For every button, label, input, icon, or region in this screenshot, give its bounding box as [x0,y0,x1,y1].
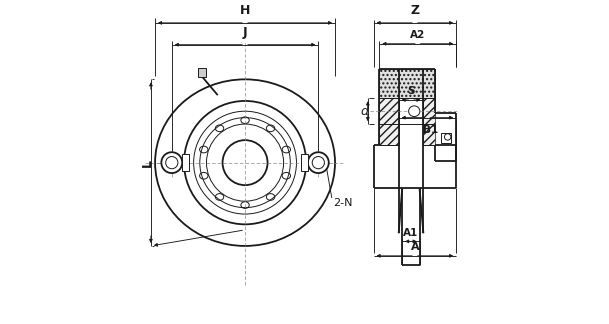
Text: Z: Z [410,4,420,17]
Ellipse shape [161,152,182,173]
Text: 2-N: 2-N [333,198,353,208]
Bar [301,154,308,171]
Text: H: H [240,4,250,17]
Text: S: S [407,86,415,96]
Text: A: A [410,242,419,252]
Ellipse shape [308,152,329,173]
Bar [442,133,451,143]
Text: d: d [360,105,368,118]
Text: L: L [141,159,153,167]
Text: A2: A2 [410,30,426,40]
Bar [379,69,435,98]
Ellipse shape [409,106,420,117]
Bar [423,98,435,145]
Bar [379,98,399,145]
Text: B1: B1 [423,125,438,135]
Text: J: J [243,26,247,39]
Bar [199,68,206,77]
Bar [182,154,189,171]
Text: A1: A1 [403,227,418,237]
